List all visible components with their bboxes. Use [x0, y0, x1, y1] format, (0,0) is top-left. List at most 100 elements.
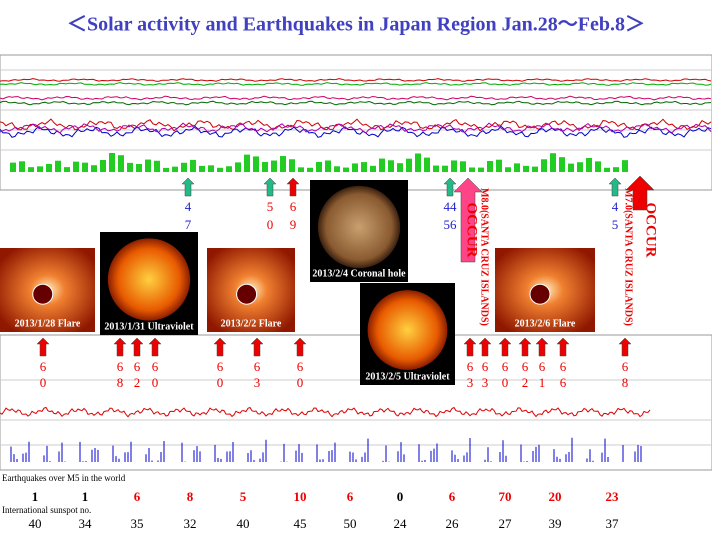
bar-deco — [415, 153, 421, 172]
occulter — [529, 283, 551, 305]
arrow-label: 6 — [560, 375, 567, 390]
bar-deco — [253, 156, 259, 172]
sunspot-count: 39 — [549, 516, 562, 531]
bar-deco — [334, 166, 340, 172]
arrow-label: 0 — [297, 375, 304, 390]
plot-line — [0, 118, 712, 132]
bar-deco — [28, 167, 34, 172]
arrow-label: 4 — [185, 199, 192, 214]
bar-deco — [109, 152, 115, 172]
earthquake-count: 8 — [187, 489, 194, 504]
bar-deco — [73, 161, 79, 172]
bar-deco — [478, 167, 484, 172]
image-caption: 2013/2/5 Ultraviolet — [365, 371, 450, 382]
bar-deco — [37, 166, 43, 172]
arrow-label: 1 — [539, 375, 546, 390]
event-label: OCCUR — [643, 203, 659, 258]
bar-deco — [541, 159, 547, 172]
bar-deco — [613, 167, 619, 172]
arrow-label: 6 — [40, 359, 47, 374]
bar-deco — [568, 163, 574, 172]
sunspot-count: 35 — [131, 516, 144, 531]
sunspot-count: 26 — [446, 516, 460, 531]
arrow — [113, 337, 127, 357]
bar-deco — [217, 167, 223, 172]
sunspot-count: 40 — [29, 516, 42, 531]
earthquake-count: 23 — [606, 489, 620, 504]
arrow — [293, 337, 307, 357]
arrow — [263, 177, 277, 197]
sun — [367, 290, 448, 370]
plot-line — [0, 78, 712, 82]
bar-deco — [136, 164, 142, 172]
title: ＜Solar activity and Earthquakes in Japan… — [67, 14, 645, 36]
bar-deco — [262, 161, 268, 172]
bar-deco — [388, 160, 394, 172]
bar-deco — [226, 166, 232, 172]
arrow — [148, 337, 162, 357]
arrow-label: 56 — [444, 217, 458, 232]
bar-deco — [172, 166, 178, 172]
arrow-label: 9 — [290, 217, 297, 232]
arrow-label: 6 — [290, 199, 297, 214]
arrow-label: 8 — [622, 375, 629, 390]
bar-deco — [154, 160, 160, 172]
image-caption: 2013/1/31 Ultraviolet — [104, 321, 194, 332]
bar-deco — [505, 167, 511, 172]
bar-deco — [244, 154, 250, 172]
arrow-label: 0 — [267, 217, 274, 232]
sunspot-count: 50 — [344, 516, 357, 531]
image-caption: 2013/2/6 Flare — [515, 318, 576, 329]
arrow — [535, 337, 549, 357]
bar-deco — [622, 160, 628, 172]
earthquake-count: 20 — [549, 489, 562, 504]
arrow-label: 8 — [117, 375, 124, 390]
sunspot-count: 32 — [184, 516, 197, 531]
bar-deco — [127, 162, 133, 172]
sunspot-count: 27 — [499, 516, 513, 531]
bar-deco — [289, 159, 295, 172]
earthquake-count: 5 — [240, 489, 247, 504]
bar-deco — [64, 167, 70, 172]
arrow-label: 4 — [612, 199, 619, 214]
sun — [107, 238, 191, 321]
arrow-label: 0 — [502, 375, 509, 390]
earthquake-count: 10 — [294, 489, 307, 504]
plot-line — [0, 82, 712, 86]
bar-deco — [118, 155, 124, 172]
bar-deco — [469, 167, 475, 172]
sun — [317, 185, 401, 269]
arrow — [181, 177, 195, 197]
bar-deco — [361, 162, 367, 172]
arrow — [556, 337, 570, 357]
bar-deco — [208, 165, 214, 172]
bar-deco — [316, 161, 322, 172]
bar-deco — [190, 159, 196, 172]
bar-deco — [55, 160, 61, 172]
bar-deco — [514, 163, 520, 172]
bar-deco — [523, 165, 529, 172]
arrow-label: 2 — [134, 375, 141, 390]
arrow-label: 6 — [539, 359, 546, 374]
event-label: OCCUR — [464, 203, 480, 258]
arrow-label: 6 — [134, 359, 141, 374]
arrow-label: 0 — [40, 375, 47, 390]
bar-deco — [10, 162, 16, 172]
bar-deco — [550, 153, 556, 172]
arrow-label: 6 — [502, 359, 509, 374]
bar-deco — [82, 162, 88, 172]
arrow — [478, 337, 492, 357]
earthquake-count: 70 — [499, 489, 512, 504]
sunspot-count: 34 — [79, 516, 93, 531]
arrow — [518, 337, 532, 357]
sunspot-count: 37 — [606, 516, 620, 531]
earthquake-count: 1 — [32, 489, 39, 504]
arrow — [625, 175, 655, 211]
arrow — [130, 337, 144, 357]
arrow-label: 3 — [254, 375, 261, 390]
arrow — [213, 337, 227, 357]
arrow-label: 6 — [560, 359, 567, 374]
bar-deco — [559, 157, 565, 172]
bar-deco — [298, 167, 304, 172]
plot-line — [0, 100, 712, 106]
